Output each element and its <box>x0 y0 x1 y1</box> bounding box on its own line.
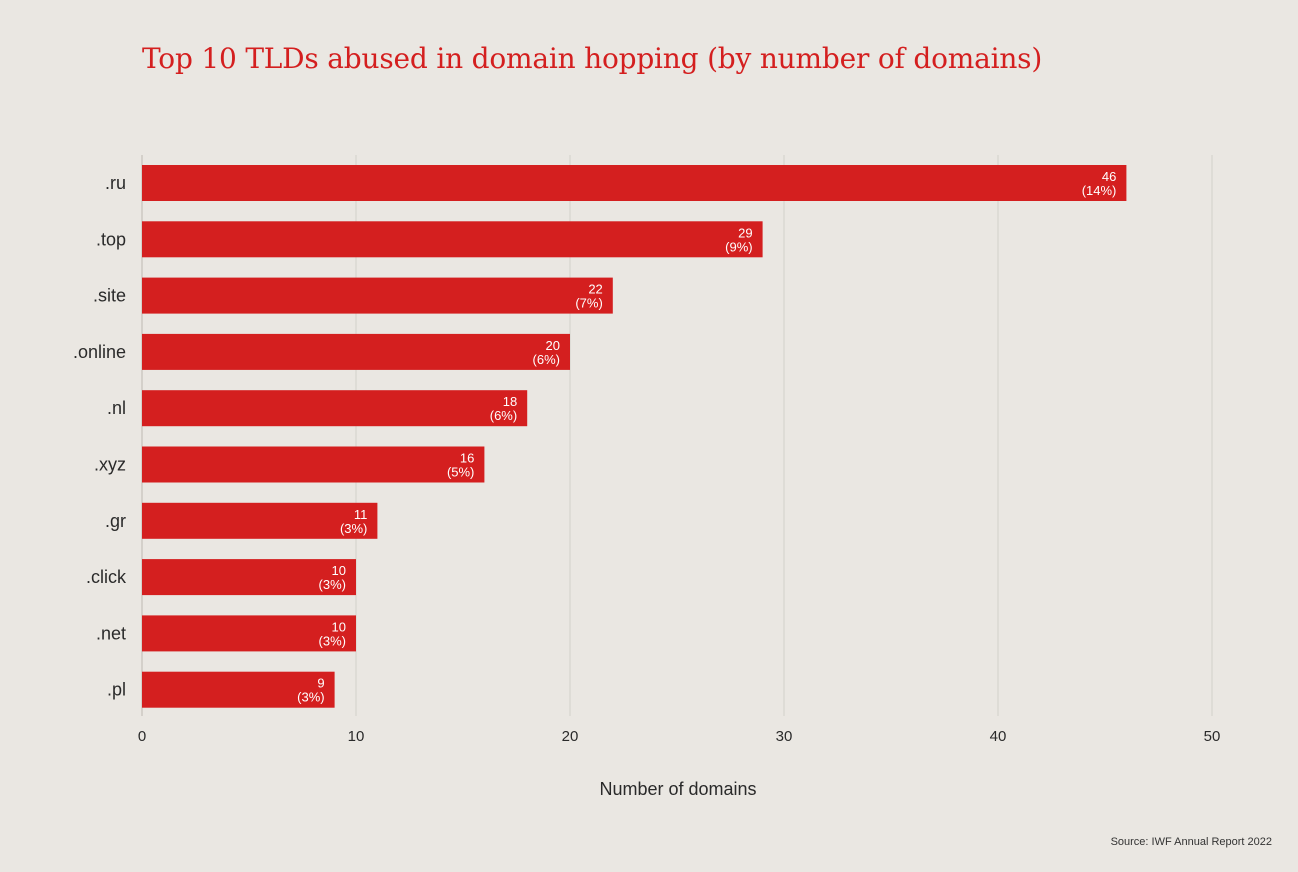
bar <box>142 671 335 708</box>
bar-percent-label: (3%) <box>297 690 324 705</box>
category-label: .xyz <box>94 455 126 475</box>
bar-value-label: 11 <box>354 507 368 522</box>
chart-title: Top 10 TLDs abused in domain hopping (by… <box>142 42 1043 75</box>
bar-value-label: 46 <box>1102 169 1116 184</box>
bar <box>142 277 613 314</box>
category-label: .site <box>93 286 126 306</box>
bar <box>142 165 1127 201</box>
bar-value-label: 22 <box>588 282 602 297</box>
category-label: .gr <box>105 511 126 531</box>
x-axis-title: Number of domains <box>599 779 756 799</box>
bar <box>142 221 763 258</box>
category-label: .click <box>86 567 127 587</box>
bar-percent-label: (5%) <box>447 465 474 480</box>
category-labels: .ru .top .site .online .nl .xyz .gr .click .net.… <box>73 173 127 700</box>
bar-percent-label: (14%) <box>1082 183 1117 198</box>
bar-percent-label: (3%) <box>340 521 367 536</box>
bar <box>142 559 356 596</box>
x-tick-label: 0 <box>138 728 146 745</box>
category-label: .net <box>96 623 126 643</box>
bar <box>142 502 378 539</box>
x-tick-label: 50 <box>1204 728 1221 745</box>
bar-value-label: 10 <box>332 619 346 634</box>
bar <box>142 390 528 427</box>
bar-percent-label: (3%) <box>319 633 346 648</box>
bar-value-label: 18 <box>503 394 517 409</box>
bar-percent-label: (7%) <box>575 296 602 311</box>
category-label: .ru <box>105 173 126 193</box>
bar-value-label: 20 <box>546 338 560 353</box>
value-labels: 46(14%)29(9%)22(7%)20(6%)18(6%)16(5%)11(… <box>297 169 1116 705</box>
x-tick-labels: 0 10 20 30 40 50 <box>138 728 1221 745</box>
bar-value-label: 16 <box>460 451 474 466</box>
source-note: Source: IWF Annual Report 2022 <box>1110 836 1272 848</box>
bar <box>142 446 485 483</box>
bar-percent-label: (9%) <box>725 239 752 254</box>
bar-percent-label: (3%) <box>319 577 346 592</box>
x-tick-label: 40 <box>990 728 1007 745</box>
category-label: .pl <box>107 680 126 700</box>
x-tick-label: 10 <box>348 728 365 745</box>
bars <box>142 165 1127 708</box>
bar-value-label: 29 <box>738 225 752 240</box>
bar-percent-label: (6%) <box>533 352 560 367</box>
bar-value-label: 9 <box>317 676 324 691</box>
bar-percent-label: (6%) <box>490 408 517 423</box>
bar-value-label: 10 <box>332 563 346 578</box>
bar <box>142 333 570 370</box>
category-label: .top <box>96 229 126 249</box>
category-label: .nl <box>107 398 126 418</box>
x-tick-label: 20 <box>562 728 579 745</box>
bar <box>142 615 356 652</box>
x-tick-label: 30 <box>776 728 793 745</box>
category-label: .online <box>73 342 126 362</box>
